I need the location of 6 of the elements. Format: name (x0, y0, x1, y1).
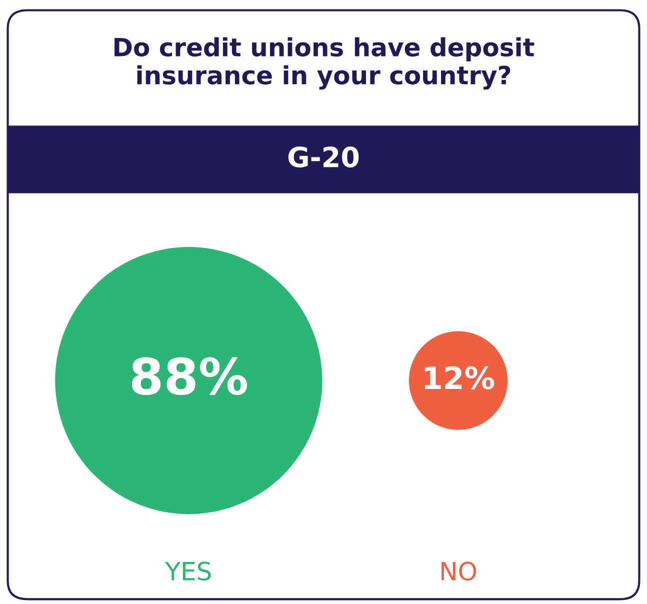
category-label: YES (165, 562, 211, 581)
data-label: 88% (132, 357, 247, 396)
text: Do credit unions have deposit insurance in your country? (114, 37, 534, 90)
text: G-20 (288, 146, 359, 168)
category-label: NO (442, 562, 476, 581)
data-label: 12% (424, 366, 494, 390)
